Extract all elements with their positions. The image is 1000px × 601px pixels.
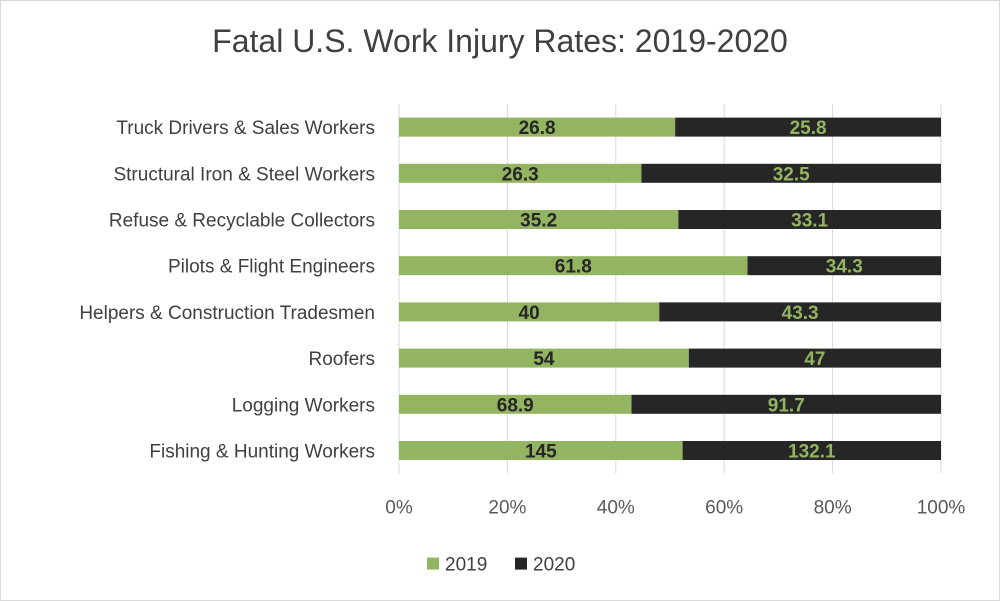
data-label-2019: 26.8 bbox=[519, 118, 556, 139]
x-tick-label: 0% bbox=[385, 498, 413, 519]
bar-2019 bbox=[399, 117, 676, 137]
category-label: Roofers bbox=[308, 349, 375, 370]
category-label: Logging Workers bbox=[232, 395, 375, 416]
data-label-2020: 43.3 bbox=[782, 303, 819, 324]
x-tick-label: 100% bbox=[917, 498, 966, 519]
data-label-2020: 25.8 bbox=[790, 118, 827, 139]
bar-2020 bbox=[631, 394, 941, 414]
data-label-2020: 32.5 bbox=[773, 164, 810, 185]
bar-2020 bbox=[678, 210, 941, 229]
category-label: Structural Iron & Steel Workers bbox=[113, 164, 375, 185]
bar-2019 bbox=[399, 163, 642, 183]
category-label: Helpers & Construction Tradesmen bbox=[79, 303, 375, 324]
x-tick-label: 80% bbox=[814, 498, 852, 519]
x-tick-label: 40% bbox=[597, 498, 635, 519]
bar-2019 bbox=[399, 441, 683, 460]
bar-2019 bbox=[399, 256, 748, 276]
legend-label-2019: 2019 bbox=[445, 555, 487, 576]
bar-2020 bbox=[688, 348, 941, 368]
bar-2019 bbox=[399, 210, 679, 229]
data-label-2020: 33.1 bbox=[791, 211, 828, 232]
data-label-2020: 132.1 bbox=[788, 442, 836, 463]
bar-2020 bbox=[682, 441, 941, 460]
category-label: Truck Drivers & Sales Workers bbox=[116, 118, 375, 139]
legend-swatch-2019 bbox=[427, 557, 439, 570]
category-label: Refuse & Recyclable Collectors bbox=[109, 211, 375, 232]
bar-2020 bbox=[641, 163, 941, 183]
chart-title: Fatal U.S. Work Injury Rates: 2019-2020 bbox=[212, 23, 788, 59]
bar-2020 bbox=[675, 117, 941, 137]
category-label: Pilots & Flight Engineers bbox=[168, 257, 375, 278]
data-label-2019: 35.2 bbox=[520, 211, 557, 232]
bar-2020 bbox=[659, 302, 941, 322]
data-label-2020: 34.3 bbox=[826, 257, 863, 278]
data-label-2019: 61.8 bbox=[555, 257, 592, 278]
x-tick-label: 20% bbox=[488, 498, 526, 519]
data-label-2019: 145 bbox=[525, 442, 557, 463]
bar-2019 bbox=[399, 394, 632, 414]
data-label-2019: 40 bbox=[519, 303, 540, 324]
data-label-2020: 47 bbox=[804, 349, 825, 370]
legend-swatch-2020 bbox=[515, 557, 527, 570]
data-label-2019: 26.3 bbox=[502, 164, 539, 185]
bar-2020 bbox=[747, 256, 941, 276]
category-label: Fishing & Hunting Workers bbox=[149, 442, 375, 463]
bar-2019 bbox=[399, 348, 689, 368]
data-label-2019: 54 bbox=[533, 349, 555, 370]
data-label-2020: 91.7 bbox=[768, 395, 805, 416]
x-tick-label: 60% bbox=[705, 498, 743, 519]
legend-label-2020: 2020 bbox=[533, 555, 575, 576]
bar-2019 bbox=[399, 302, 660, 322]
data-label-2019: 68.9 bbox=[497, 395, 534, 416]
